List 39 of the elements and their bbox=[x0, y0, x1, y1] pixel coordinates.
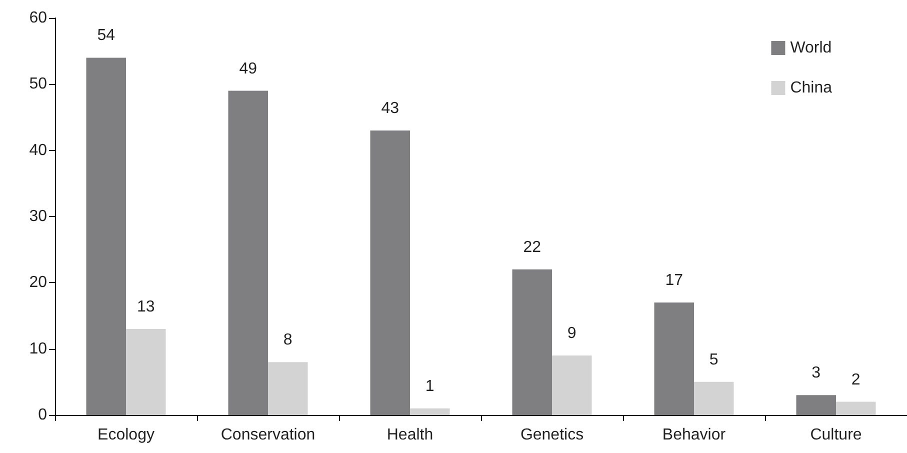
y-tick-label: 10 bbox=[29, 340, 48, 358]
data-label: 1 bbox=[425, 378, 434, 395]
bar bbox=[228, 90, 268, 415]
data-label: 8 bbox=[283, 332, 292, 349]
x-tick-label: Conservation bbox=[220, 426, 316, 444]
x-tick-label: Health bbox=[386, 426, 434, 444]
bar bbox=[552, 355, 592, 415]
bar bbox=[370, 130, 410, 415]
bar bbox=[654, 302, 694, 415]
legend-label: China bbox=[790, 80, 832, 96]
data-label: 17 bbox=[665, 272, 684, 290]
bar bbox=[410, 408, 450, 415]
bar bbox=[796, 395, 836, 415]
data-label: 13 bbox=[136, 298, 155, 316]
bar bbox=[512, 269, 552, 415]
data-label: 2 bbox=[851, 371, 860, 388]
bar bbox=[268, 362, 308, 415]
x-tick-label: Behavior bbox=[662, 426, 726, 444]
data-label: 49 bbox=[239, 60, 258, 78]
data-label: 43 bbox=[381, 100, 400, 117]
data-label: 5 bbox=[709, 351, 718, 368]
data-label: 54 bbox=[97, 27, 116, 44]
data-label: 9 bbox=[567, 324, 576, 342]
y-tick-label: 20 bbox=[29, 274, 48, 292]
bar bbox=[694, 382, 734, 415]
data-label: 22 bbox=[523, 238, 542, 256]
y-tick-label: 50 bbox=[29, 76, 48, 93]
legend-label: World bbox=[790, 40, 832, 56]
y-tick-label: 60 bbox=[29, 10, 48, 26]
y-tick-label: 0 bbox=[38, 406, 48, 424]
data-label: 3 bbox=[812, 364, 821, 382]
bar bbox=[86, 58, 126, 415]
x-tick-label: Culture bbox=[810, 426, 862, 444]
x-tick-label: Genetics bbox=[520, 426, 584, 444]
y-tick-label: 30 bbox=[29, 208, 48, 225]
x-tick-label: Ecology bbox=[98, 426, 154, 444]
y-tick-label: 40 bbox=[29, 142, 48, 159]
bar bbox=[836, 402, 876, 415]
bar bbox=[126, 328, 166, 415]
